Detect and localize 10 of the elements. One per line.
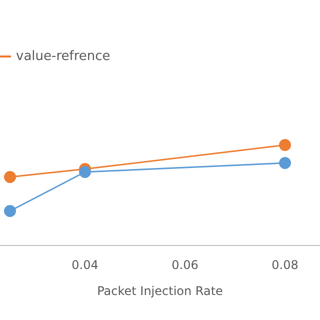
legend-label: value-refrence bbox=[16, 49, 110, 64]
point bbox=[279, 139, 291, 151]
point bbox=[279, 157, 291, 169]
point bbox=[79, 166, 91, 178]
x-axis-title: Packet Injection Rate bbox=[97, 284, 223, 298]
x-tick-label: 0.08 bbox=[272, 258, 298, 272]
x-tick-label: 0.06 bbox=[172, 258, 198, 272]
point bbox=[4, 205, 16, 217]
point bbox=[4, 171, 16, 183]
x-tick-label: 0.04 bbox=[72, 258, 98, 272]
